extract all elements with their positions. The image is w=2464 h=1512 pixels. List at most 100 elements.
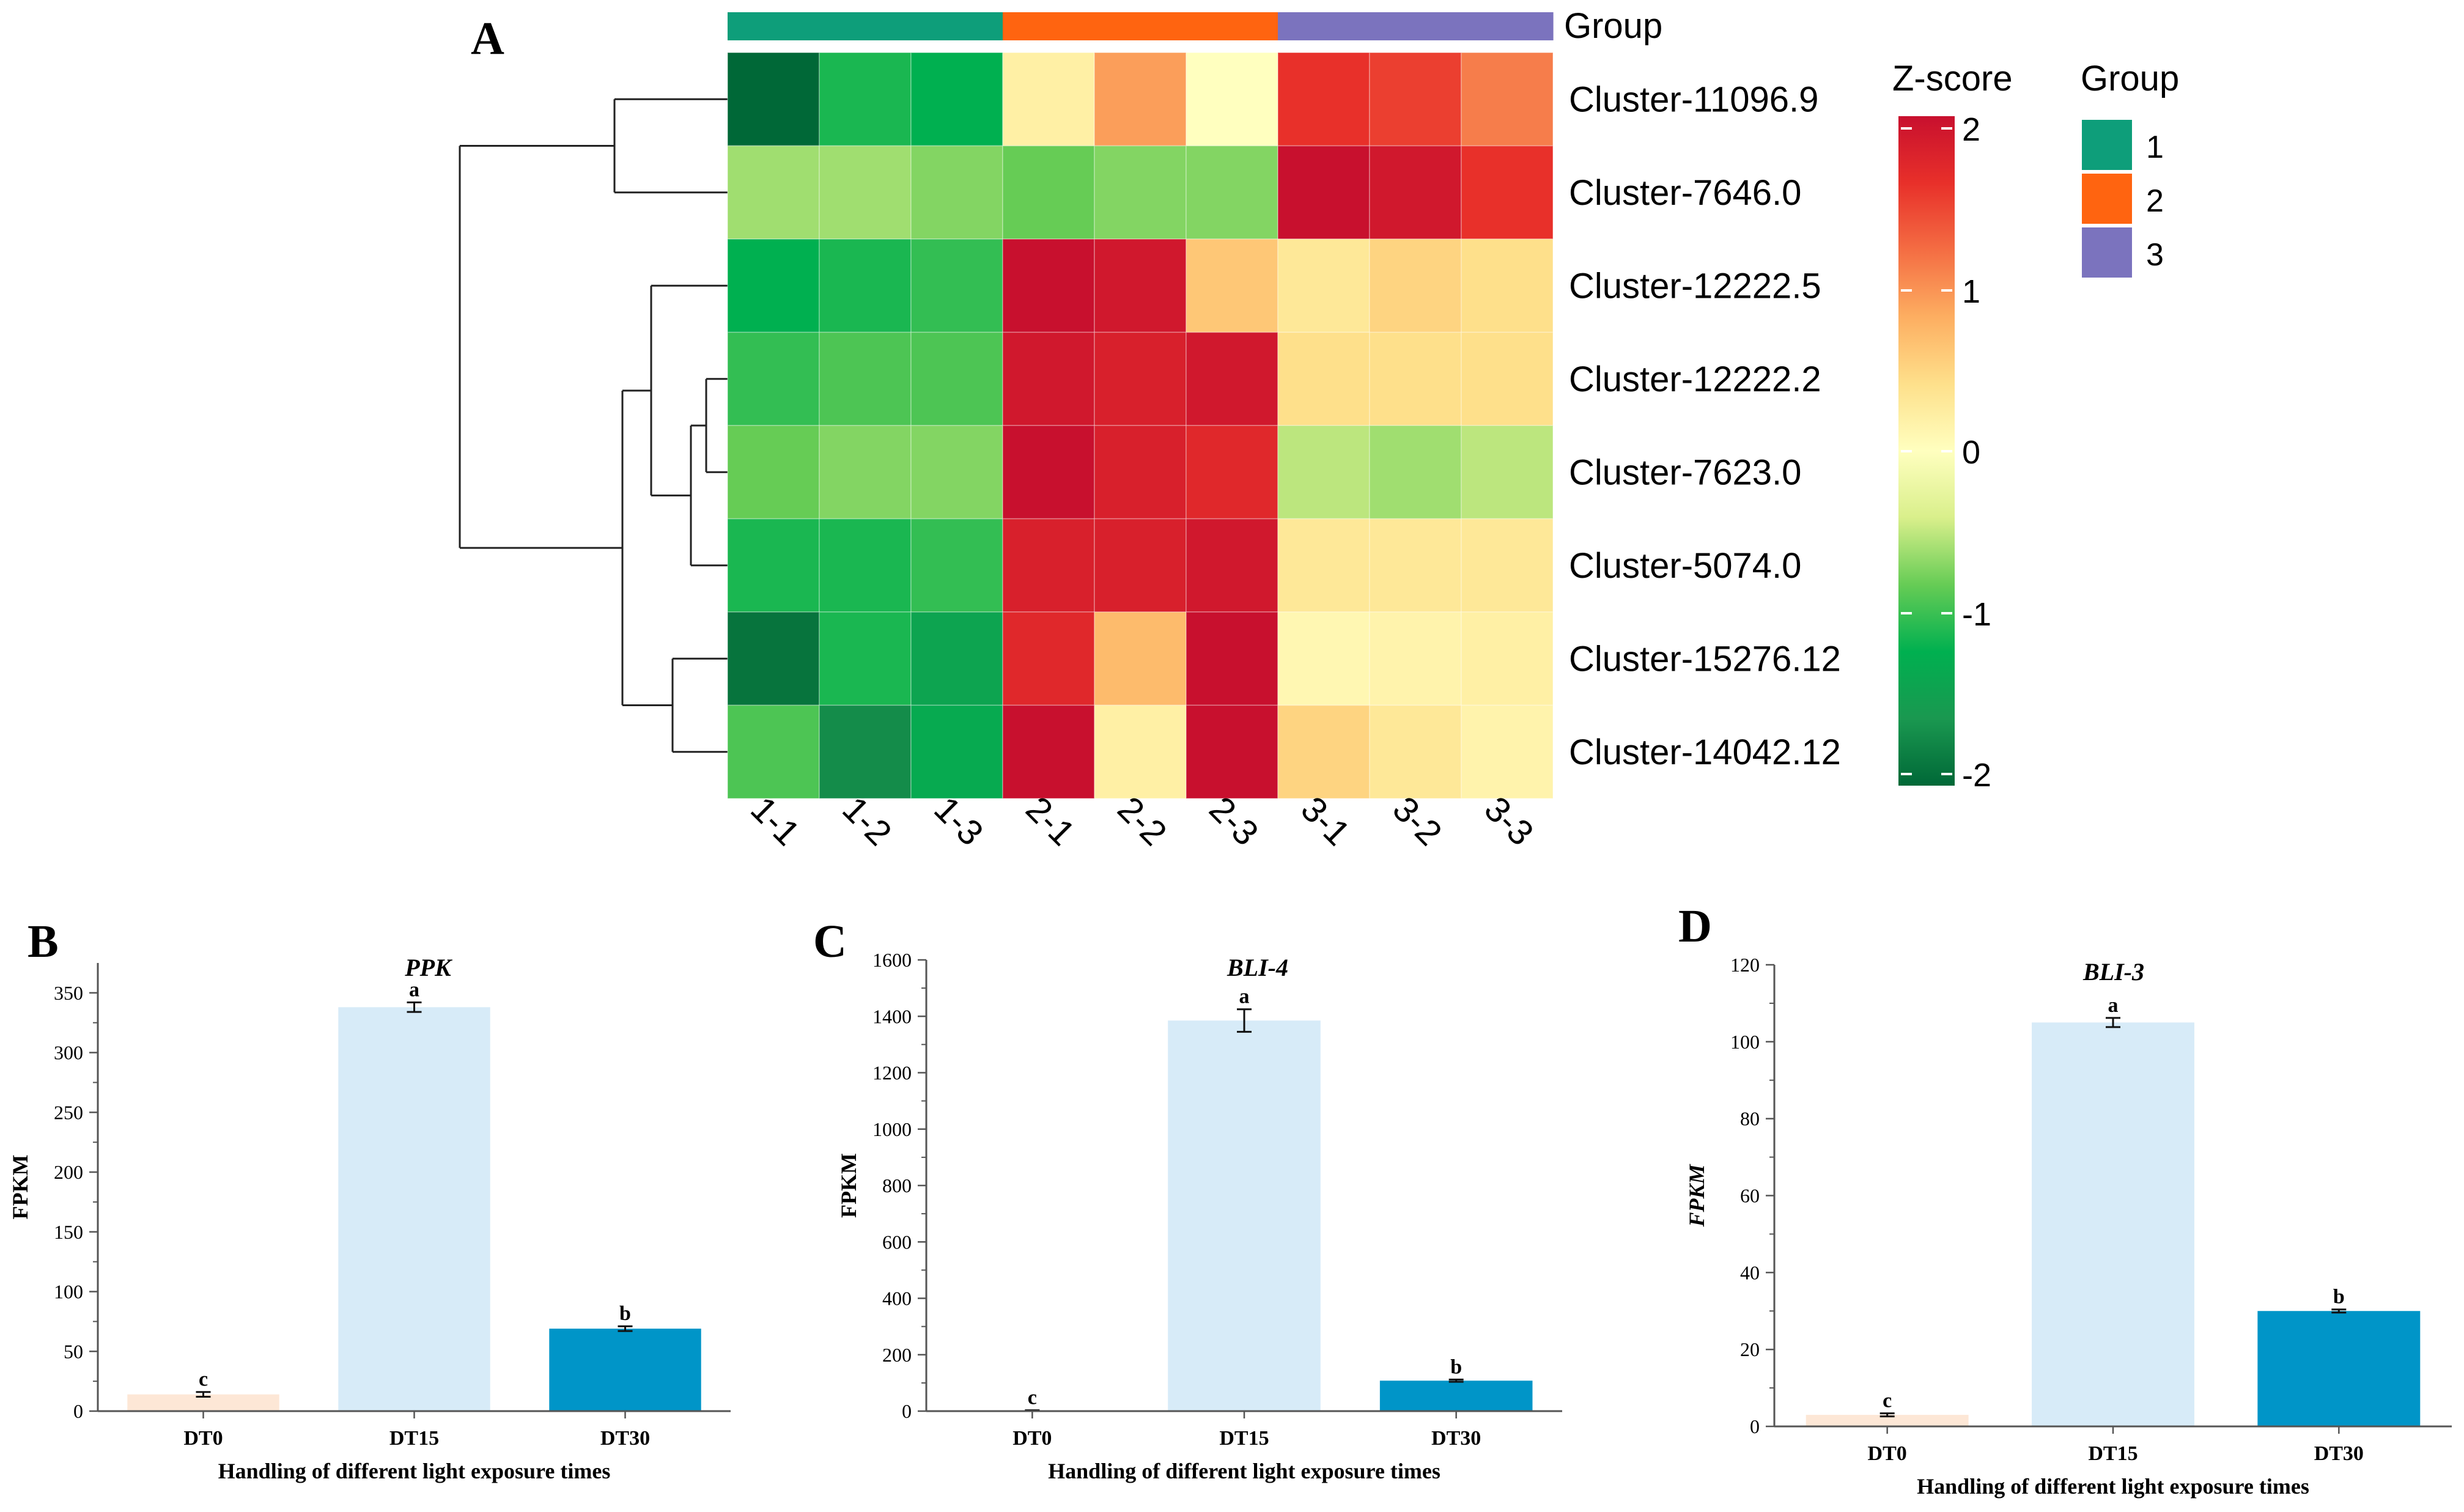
row-label: Cluster-12222.5 bbox=[1569, 266, 1821, 306]
y-tick-label: 0 bbox=[902, 1400, 912, 1422]
row-label: Cluster-7623.0 bbox=[1569, 452, 1801, 492]
heatmap-cell bbox=[727, 238, 820, 333]
heatmap-cell bbox=[727, 52, 820, 147]
heatmap-cell bbox=[1186, 425, 1278, 520]
x-tick-label: DT0 bbox=[1868, 1442, 1907, 1465]
heatmap-cell bbox=[1094, 611, 1187, 706]
heatmap-cell bbox=[1186, 611, 1278, 706]
group-bar-segment bbox=[1461, 12, 1554, 40]
significance-label: a bbox=[2108, 994, 2119, 1017]
y-tick-label: 80 bbox=[1740, 1108, 1760, 1130]
bar bbox=[1806, 1415, 1969, 1426]
row-label: Cluster-12222.2 bbox=[1569, 360, 1821, 399]
y-tick-label: 1000 bbox=[872, 1118, 912, 1140]
y-tick-label: 300 bbox=[54, 1042, 83, 1064]
group-bar-segment bbox=[1186, 12, 1278, 40]
significance-label: c bbox=[1028, 1387, 1037, 1409]
group-legend-label: 2 bbox=[2146, 183, 2164, 219]
heatmap-cell bbox=[1094, 52, 1187, 147]
heatmap-cell bbox=[1277, 518, 1370, 613]
heatmap-cell bbox=[819, 704, 912, 799]
x-tick-label: DT30 bbox=[1431, 1427, 1481, 1450]
group-legend-swatch bbox=[2082, 120, 2132, 170]
heatmap-cell bbox=[1369, 611, 1462, 706]
x-tick-label: DT15 bbox=[2088, 1442, 2138, 1465]
heatmap-cell bbox=[910, 238, 1003, 333]
heatmap-cell bbox=[1094, 704, 1187, 799]
bar-chart-bli-4: C BLI-4 c DT0 a DT15 b DT30 0 200 400 600 800 1000 120… bbox=[813, 916, 1562, 1483]
heatmap-cell bbox=[1277, 52, 1370, 147]
heatmap-cell bbox=[1461, 704, 1554, 799]
y-tick-label: 1400 bbox=[872, 1005, 912, 1027]
heatmap-cell bbox=[727, 611, 820, 706]
heatmap-cell bbox=[1369, 52, 1462, 147]
bar bbox=[549, 1329, 701, 1411]
heatmap-cell bbox=[1461, 145, 1554, 240]
colorbar-tick-label: 2 bbox=[1962, 111, 1980, 148]
heatmap-cell bbox=[1277, 611, 1370, 706]
heatmap-cell bbox=[1094, 425, 1187, 520]
heatmap-cell bbox=[1461, 331, 1554, 426]
heatmap-cell bbox=[727, 704, 820, 799]
significance-label: c bbox=[199, 1368, 208, 1391]
significance-label: a bbox=[409, 979, 419, 1001]
x-axis-title: Handling of different light exposure tim… bbox=[1917, 1474, 2309, 1499]
heatmap-cell bbox=[910, 425, 1003, 520]
bar bbox=[2257, 1311, 2421, 1426]
colorbar-tick-label: 1 bbox=[1962, 273, 1980, 310]
heatmap-cell bbox=[1461, 611, 1554, 706]
group-annotation-bar bbox=[728, 12, 1554, 40]
heatmap-cell bbox=[819, 52, 912, 147]
heatmap-cell bbox=[910, 52, 1003, 147]
colorbar-tick-label: 0 bbox=[1962, 434, 1980, 471]
heatmap-cell bbox=[910, 331, 1003, 426]
heatmap-cell bbox=[1369, 238, 1462, 333]
chart-title: BLI-4 bbox=[1226, 954, 1288, 981]
y-axis-title: FPKM bbox=[1684, 1164, 1709, 1228]
heatmap-cell bbox=[819, 331, 912, 426]
heatmap-cell bbox=[819, 518, 912, 613]
heatmap-cell bbox=[1002, 145, 1095, 240]
y-axis-title: FPKM bbox=[8, 1155, 32, 1220]
y-tick-label: 350 bbox=[54, 982, 83, 1004]
group-legend-swatch bbox=[2082, 227, 2132, 278]
y-tick-label: 100 bbox=[1730, 1031, 1760, 1053]
significance-label: c bbox=[1883, 1390, 1892, 1412]
panel-label: C bbox=[813, 916, 847, 967]
heatmap-cell bbox=[910, 704, 1003, 799]
group-bar-segment bbox=[1370, 12, 1462, 40]
y-tick-label: 120 bbox=[1730, 954, 1760, 976]
x-tick-label: DT0 bbox=[1013, 1427, 1052, 1450]
group-bar-label: Group bbox=[1564, 6, 1662, 46]
y-tick-label: 50 bbox=[64, 1340, 83, 1362]
heatmap-cell bbox=[1002, 518, 1095, 613]
significance-label: b bbox=[2333, 1286, 2345, 1308]
group-bar-segment bbox=[911, 12, 1003, 40]
heatmap-cell bbox=[1002, 704, 1095, 799]
x-tick-label: DT15 bbox=[1219, 1427, 1269, 1450]
x-axis-title: Handling of different light exposure tim… bbox=[218, 1459, 611, 1483]
column-labels: 1-1 1-2 1-3 2-1 2-2 2-3 3-1 3-2 3-3 bbox=[743, 789, 1541, 853]
row-label: Cluster-5074.0 bbox=[1569, 546, 1801, 586]
x-tick-label: DT30 bbox=[600, 1427, 650, 1450]
y-tick-label: 40 bbox=[1740, 1261, 1760, 1283]
group-bar-segment bbox=[1003, 12, 1095, 40]
row-labels: Cluster-11096.9 Cluster-7646.0 Cluster-122… bbox=[1569, 79, 1841, 772]
y-tick-label: 400 bbox=[882, 1288, 912, 1310]
chart-title: BLI-3 bbox=[2082, 958, 2144, 986]
heatmap-cell bbox=[819, 425, 912, 520]
y-tick-label: 250 bbox=[54, 1101, 83, 1123]
bar bbox=[1168, 1020, 1321, 1411]
heatmap-cell bbox=[1186, 518, 1278, 613]
heatmap-cell bbox=[1277, 145, 1370, 240]
heatmap-cell bbox=[1369, 331, 1462, 426]
x-tick-label: DT30 bbox=[2314, 1442, 2364, 1465]
heatmap-cell bbox=[1186, 145, 1278, 240]
row-label: Cluster-14042.12 bbox=[1569, 732, 1841, 772]
heatmap-cell bbox=[1094, 331, 1187, 426]
row-label: Cluster-11096.9 bbox=[1569, 79, 1818, 119]
group-legend-title: Group bbox=[2081, 59, 2179, 98]
colorbar-tick-label: -2 bbox=[1962, 757, 1991, 794]
heatmap-cell bbox=[1186, 704, 1278, 799]
y-tick-label: 200 bbox=[882, 1344, 912, 1366]
